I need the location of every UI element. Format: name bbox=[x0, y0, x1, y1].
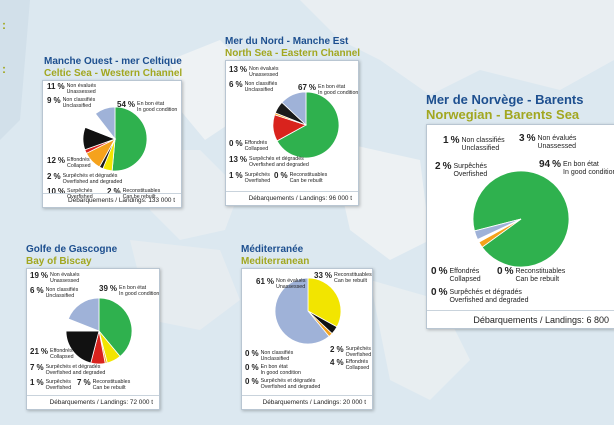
chart-panel: 61% Non évalués Unassessed 33% Reconstitua… bbox=[241, 268, 373, 410]
slice-label: 4% Effondrés Collapsed bbox=[330, 358, 370, 371]
slice-label: 2% Surpêchés Overfished bbox=[435, 161, 488, 178]
slice-label: 13% Non évalués Unassessed bbox=[229, 65, 279, 78]
chart-title: Golfe de Gascogne bbox=[26, 244, 118, 255]
chart-title-block: Méditerranée Mediterranean bbox=[241, 244, 309, 267]
chart-subtitle: Celtic Sea - Western Channel bbox=[44, 67, 183, 79]
chart-title-block: Mer du Nord - Manche Est North Sea - Eas… bbox=[225, 36, 360, 59]
slice-label: 3% Non évalués Unassessed bbox=[519, 133, 577, 150]
slice-label: 6% Non classifiés Unclassified bbox=[30, 286, 79, 299]
slice-label: 0% Effondrés Collapsed bbox=[431, 266, 481, 283]
pie-slice bbox=[276, 91, 340, 159]
pie-slice bbox=[274, 277, 330, 345]
slice-label: 10% Surpêchés Overfished bbox=[47, 187, 93, 200]
slice-label: 7% Reconstituables Can be rebuilt bbox=[77, 378, 131, 391]
slice-label: 21% Effondrés Collapsed bbox=[30, 347, 74, 360]
slice-label: 1% Surpêchés Overfished bbox=[30, 378, 72, 391]
chart-title-block: Mer de Norvège - Barents Norwegian - Bar… bbox=[426, 92, 584, 123]
pie-slice bbox=[111, 106, 148, 172]
pie-slice bbox=[94, 106, 116, 141]
slice-label: 67% En bon état In good condition bbox=[298, 83, 359, 96]
pie-chart bbox=[65, 297, 133, 365]
slice-label: 11% Non évalués Unassessed bbox=[47, 82, 97, 95]
chart-subtitle: Mediterranean bbox=[241, 255, 310, 267]
slice-label: 0% Surpêchés et dégradés Overfished and d… bbox=[431, 287, 529, 304]
slice-label: 6% Non classifiés Unclassified bbox=[229, 80, 278, 93]
pie-chart bbox=[472, 170, 570, 268]
pie-slice bbox=[98, 297, 133, 357]
slice-label: 39% En bon état In good condition bbox=[99, 284, 160, 297]
chart-title: Mer de Norvège - Barents bbox=[426, 92, 584, 107]
slice-label: 0% En bon état In good condition bbox=[245, 363, 301, 376]
slice-label: 7% Surpêchés et dégradés Overfished and d… bbox=[30, 363, 106, 376]
chart-panel: 19% Non évalués Unassessed 6% Non classifi… bbox=[26, 268, 160, 410]
chart-subtitle: Bay of Biscay bbox=[26, 255, 92, 267]
chart-subtitle: Norwegian - Barents Sea bbox=[426, 106, 580, 122]
slice-label: 12% Effondrés Collapsed bbox=[47, 156, 91, 169]
landings-label: Débarquements / Landings: 20 000 t bbox=[242, 395, 372, 409]
slice-label: 0% Effondrés Collapsed bbox=[229, 139, 269, 152]
chart-title: Manche Ouest - mer Celtique bbox=[44, 56, 182, 67]
slice-label: 1% Non classifiés Unclassified bbox=[443, 135, 505, 152]
pie-slice bbox=[65, 330, 100, 364]
pie-slice bbox=[281, 91, 307, 126]
edge-mark: : bbox=[2, 62, 6, 76]
slice-label: 2% Surpêchés Overfished bbox=[330, 345, 372, 358]
slice-label: 2% Reconstituables Can be rebuilt bbox=[107, 187, 161, 200]
chart-title: Méditerranée bbox=[241, 244, 304, 255]
slice-label: 1% Surpêchés Overfished bbox=[229, 171, 271, 184]
chart-panel: 1% Non classifiés Unclassified 3% Non éval… bbox=[426, 124, 614, 329]
slice-label: 0% Surpêchés et dégradés Overfished and d… bbox=[245, 377, 321, 390]
pie-slice bbox=[307, 277, 342, 328]
landings-label: Débarquements / Landings: 72 000 t bbox=[27, 395, 159, 409]
landings-label: Débarquements / Landings: 96 000 t bbox=[226, 191, 358, 205]
landings-label: Débarquements / Landings: 133 000 t bbox=[43, 193, 181, 207]
pie-chart bbox=[272, 91, 340, 159]
slice-label: 94% En bon état In good condition bbox=[539, 159, 614, 176]
pie-slice bbox=[67, 297, 100, 332]
slice-label: 33% Reconstituables Can be rebuilt bbox=[314, 271, 372, 284]
slice-label: 2% Surpêchés et dégradés Overfished and d… bbox=[47, 172, 123, 185]
pie-slice bbox=[474, 218, 522, 240]
slice-label: 19% Non évalués Unassessed bbox=[30, 271, 80, 284]
chart-title: Mer du Nord - Manche Est bbox=[225, 36, 349, 47]
slice-label: 0% Non classifiés Unclassified bbox=[245, 349, 294, 362]
pie-chart bbox=[274, 277, 342, 345]
slice-label: 0% Reconstituables Can be rebuilt bbox=[274, 171, 328, 184]
slice-label: 0% Reconstituables Can be rebuilt bbox=[497, 266, 566, 283]
chart-subtitle: North Sea - Eastern Channel bbox=[225, 47, 361, 59]
chart-panel: 11% Non évalués Unassessed 9% Non classifi… bbox=[42, 80, 182, 208]
chart-panel: 13% Non évalués Unassessed 6% Non classifi… bbox=[225, 60, 359, 206]
pie-chart bbox=[82, 106, 148, 172]
slice-label: 13% Surpêchés et dégradés Overfished and … bbox=[229, 155, 309, 168]
landings-label: Débarquements / Landings: 6 800 bbox=[427, 310, 614, 328]
slice-label: 54% En bon état In good condition bbox=[117, 100, 178, 113]
edge-mark: : bbox=[2, 18, 6, 32]
slice-label: 61% Non évalués Unassessed bbox=[256, 277, 306, 290]
chart-title-block: Golfe de Gascogne Bay of Biscay bbox=[26, 244, 117, 267]
slice-label: 9% Non classifiés Unclassified bbox=[47, 96, 96, 109]
chart-title-block: Manche Ouest - mer Celtique Celtic Sea -… bbox=[44, 56, 182, 79]
